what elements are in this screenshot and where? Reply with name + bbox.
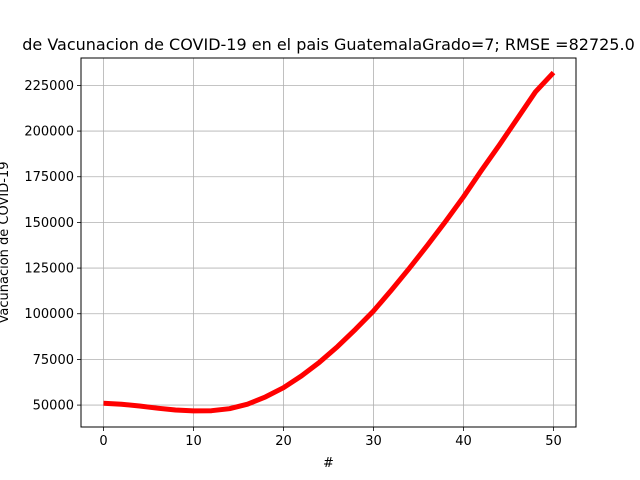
x-tick-label: 20 [275, 434, 292, 449]
y-tick-label: 75000 [33, 353, 74, 368]
y-tick-label: 100000 [24, 307, 74, 322]
grid [81, 58, 576, 427]
y-axis-label: Vacunacion de COVID-19 [0, 162, 12, 324]
y-tick-label: 225000 [24, 79, 74, 94]
chart-title: de Vacunacion de COVID-19 en el pais Gua… [22, 35, 635, 54]
y-axis: 50000 75000 100000 125000 150000 175000 200000… [24, 79, 81, 414]
x-tick-label: 40 [455, 434, 472, 449]
x-tick-label: 10 [185, 434, 202, 449]
y-tick-label: 125000 [24, 262, 74, 277]
series-layer [103, 70, 556, 414]
x-tick-label: 0 [99, 434, 107, 449]
plot-frame [80, 57, 577, 428]
x-axis-label: # [323, 456, 334, 471]
y-tick-label: 50000 [33, 399, 74, 414]
y-tick-label: 175000 [24, 170, 74, 185]
y-tick-label: 200000 [24, 125, 74, 140]
x-axis: 0 10 20 30 40 50 [99, 427, 562, 449]
series-line [103, 70, 556, 414]
x-tick-label: 50 [545, 434, 562, 449]
y-tick-label: 150000 [24, 216, 74, 231]
x-tick-label: 30 [365, 434, 382, 449]
